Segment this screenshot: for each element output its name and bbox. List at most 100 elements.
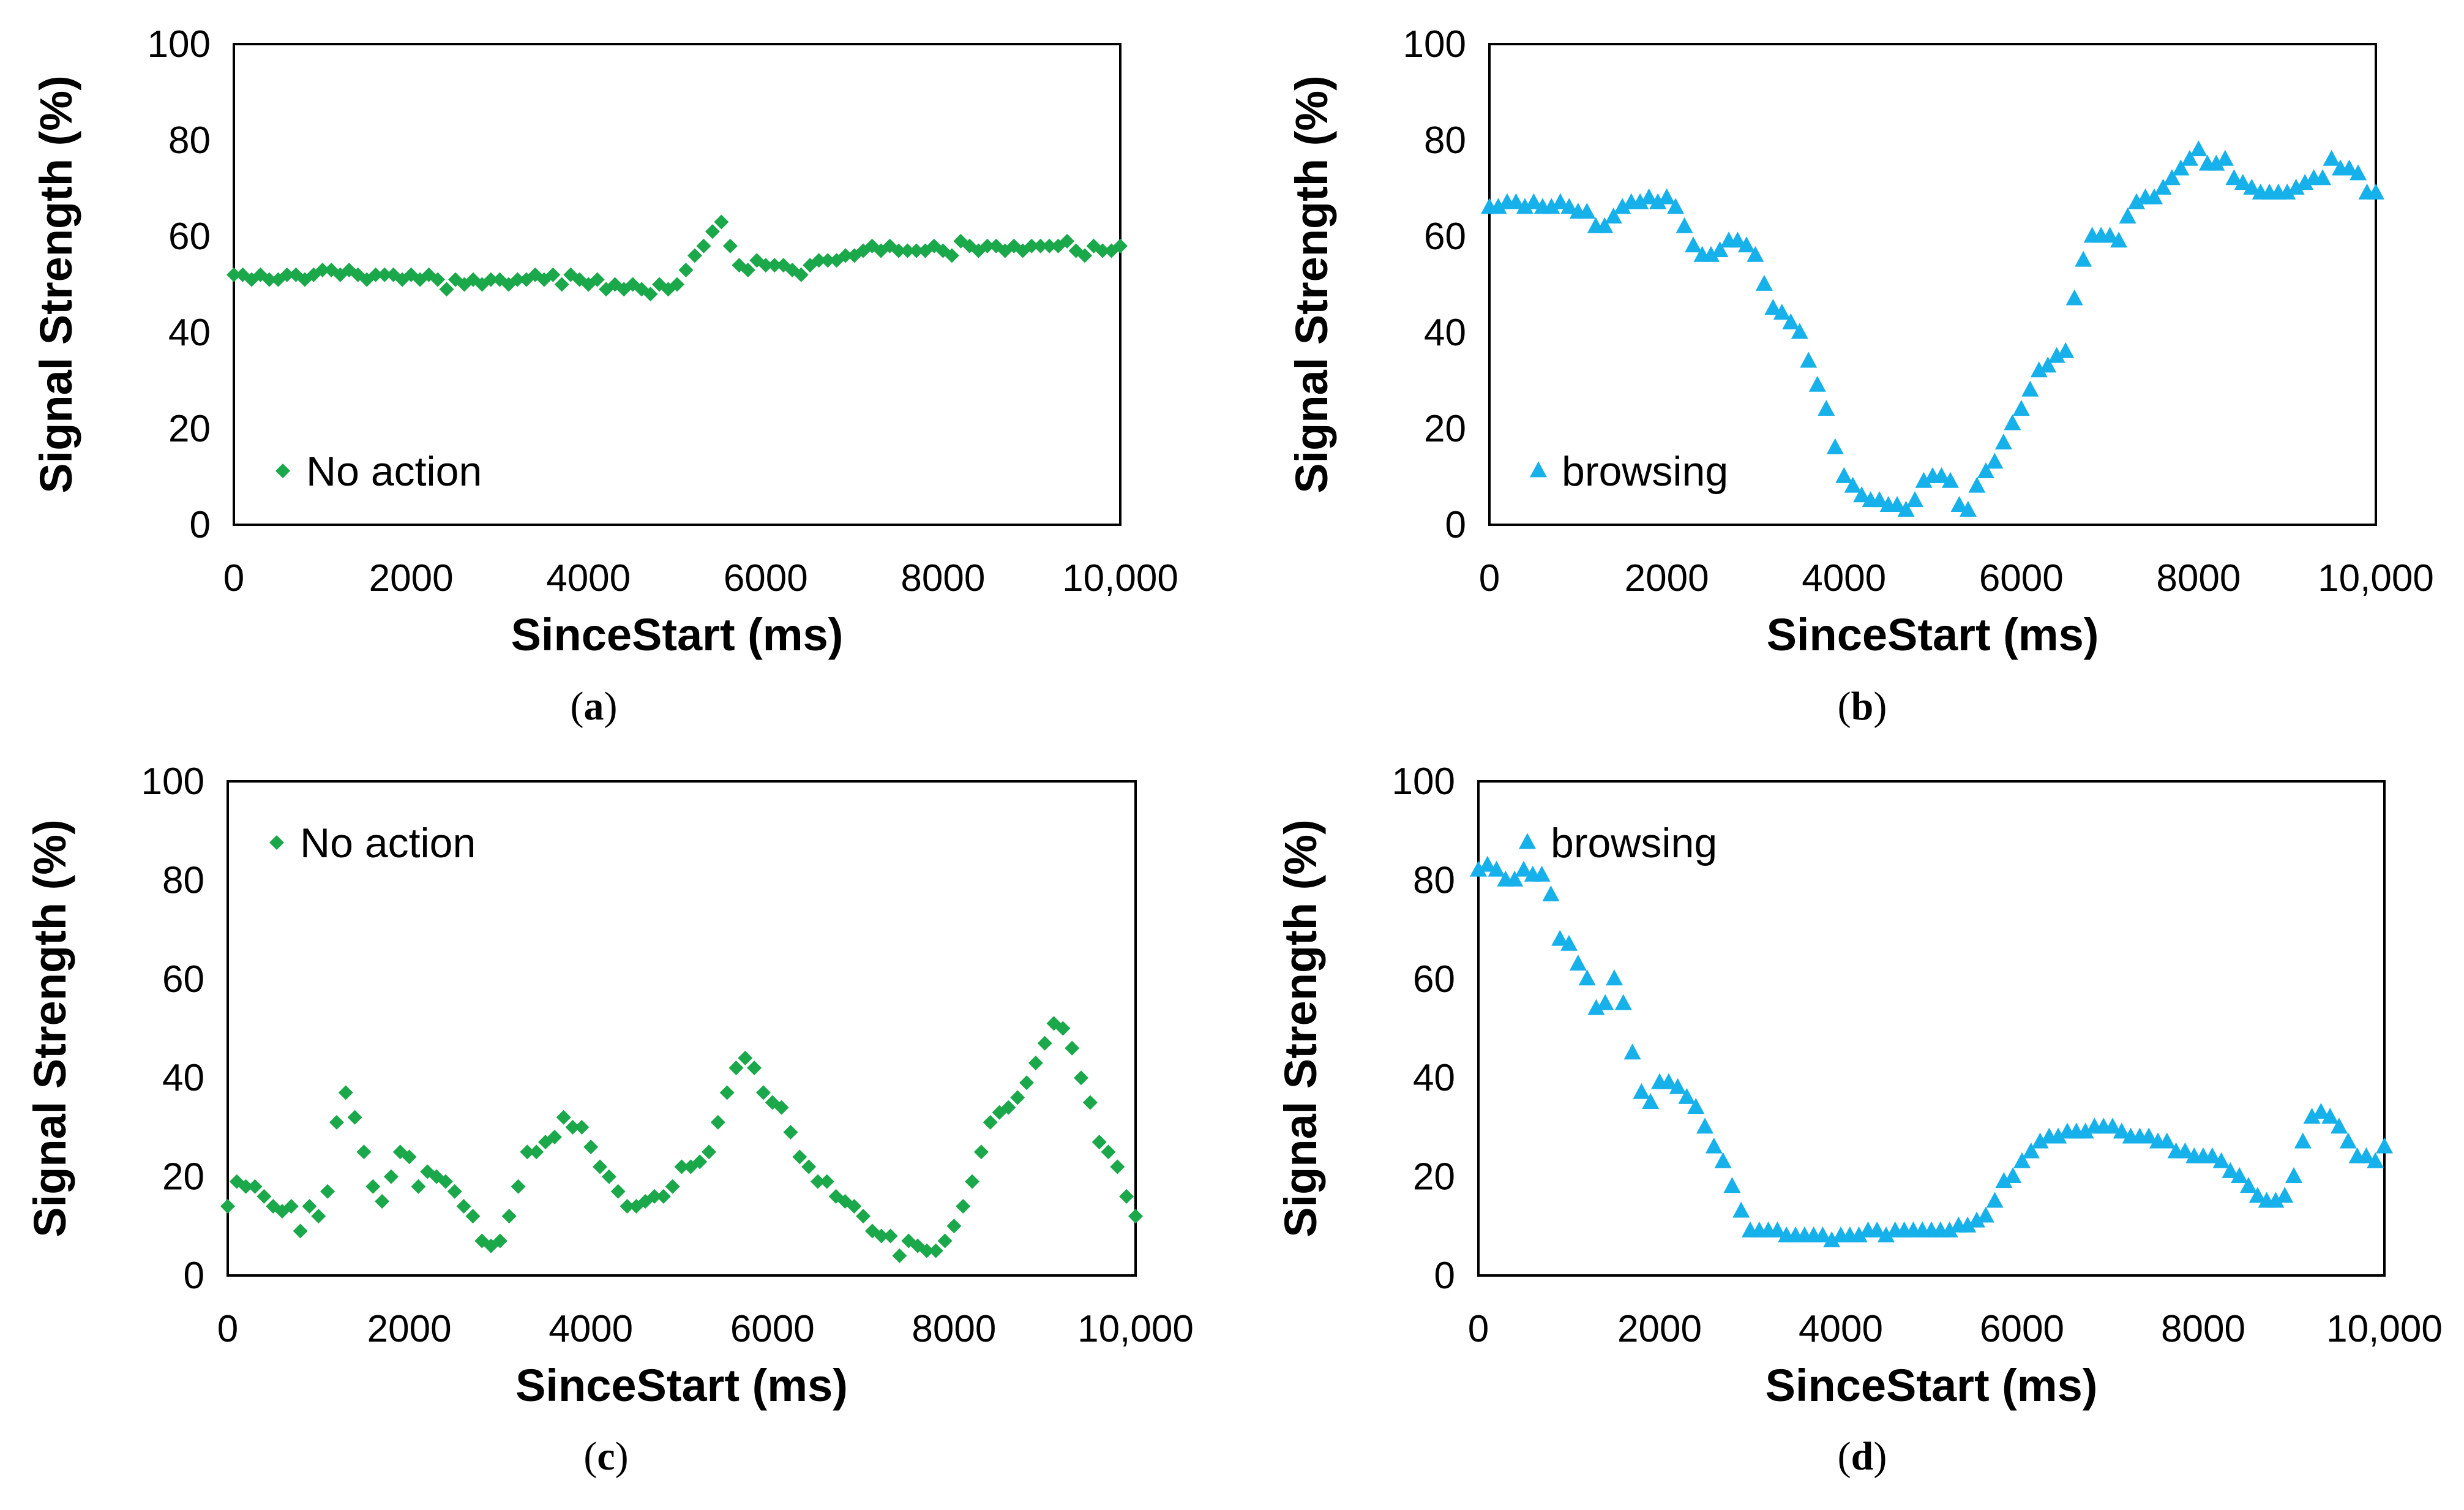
data-point	[2004, 1167, 2022, 1183]
data-point	[492, 1233, 507, 1249]
y-tick-label: 100	[148, 23, 211, 66]
data-point	[946, 1219, 962, 1234]
data-point	[2021, 380, 2039, 397]
data-point	[311, 1209, 326, 1224]
x-tick-label: 2000	[369, 557, 454, 599]
data-point	[1065, 1040, 1080, 1056]
x-tick-label: 6000	[730, 1308, 815, 1350]
data-point	[767, 258, 782, 273]
data-point	[2012, 400, 2030, 416]
legend-label: browsing	[1562, 448, 1728, 495]
data-point	[1060, 233, 1075, 249]
data-point	[1642, 1092, 1660, 1109]
plot-frame	[1477, 780, 2386, 1277]
panel-c: 0 20 40 60 80 100 0 2000 4000 6000 8000 10,000 Since…	[24, 761, 1194, 1479]
data-point	[783, 1124, 798, 1140]
data-point	[656, 1189, 671, 1204]
data-point	[411, 1179, 426, 1194]
x-tick-label: 8000	[2161, 1308, 2245, 1350]
data-point	[1782, 313, 1800, 329]
data-point	[1605, 208, 1622, 223]
data-point	[2163, 169, 2181, 186]
data-point	[687, 248, 702, 263]
data-point	[2331, 1117, 2348, 1134]
data-point	[1950, 496, 1968, 512]
data-series	[227, 214, 1128, 302]
data-point	[728, 1061, 744, 1076]
y-tick-label: 0	[1445, 504, 1466, 546]
data-point	[2321, 1108, 2339, 1124]
y-tick-label: 100	[1403, 23, 1466, 66]
data-point	[1906, 491, 1924, 508]
data-point	[2357, 1147, 2375, 1163]
x-tick-label: 4000	[1799, 1308, 1883, 1350]
panel-label-letter: c	[597, 1434, 615, 1479]
data-point	[2030, 361, 2048, 378]
panel-label-open: (	[583, 1434, 597, 1479]
data-point	[2367, 183, 2384, 200]
data-point	[2203, 1147, 2221, 1163]
data-point	[1077, 248, 1093, 263]
legend-marker	[275, 464, 290, 478]
data-point	[674, 1159, 689, 1174]
data-point	[1702, 246, 1720, 262]
y-tick-label: 100	[1392, 761, 1455, 803]
data-point	[2212, 1152, 2230, 1168]
data-point	[973, 1144, 989, 1160]
data-series	[220, 1016, 1143, 1263]
data-point	[983, 1114, 998, 1130]
data-point	[692, 1154, 708, 1170]
data-point	[2294, 1132, 2312, 1149]
data-point	[2234, 174, 2252, 190]
data-point	[383, 1169, 399, 1184]
data-point	[1506, 870, 1524, 887]
data-point	[1871, 491, 1889, 508]
data-point	[1889, 496, 1906, 512]
panel-label-open: (	[571, 684, 584, 729]
data-point	[919, 1243, 934, 1258]
panel-label-open: (	[1838, 1434, 1851, 1479]
x-tick-label: 8000	[912, 1308, 996, 1350]
data-point	[801, 1159, 817, 1174]
x-axis-title: SinceStart (ms)	[511, 609, 844, 660]
data-point	[2050, 1127, 2067, 1144]
data-point	[1732, 1201, 1750, 1218]
data-point	[1640, 188, 1658, 205]
data-point	[937, 1233, 953, 1249]
data-point	[1723, 1177, 1741, 1193]
data-point	[375, 1193, 390, 1209]
data-point	[1516, 198, 1533, 214]
data-point	[220, 1199, 235, 1214]
data-point	[1977, 1206, 1994, 1223]
data-point	[2225, 169, 2243, 186]
data-point	[643, 287, 658, 302]
x-axis-title: SinceStart (ms)	[1767, 609, 2099, 660]
data-point	[2154, 178, 2172, 195]
legend-label: No action	[306, 448, 482, 495]
data-series	[1470, 855, 2393, 1247]
data-point	[593, 1159, 608, 1174]
data-point	[1959, 500, 1977, 517]
data-point	[1019, 1075, 1035, 1091]
data-point	[2031, 1132, 2049, 1149]
data-point	[556, 1110, 571, 1125]
x-tick-label: 6000	[1980, 1308, 2064, 1350]
x-tick-label: 8000	[2156, 557, 2241, 599]
data-point	[2231, 1167, 2249, 1183]
data-point	[2303, 1108, 2321, 1124]
data-point	[438, 1174, 453, 1189]
data-point	[1488, 860, 1505, 877]
data-point	[1119, 1189, 1134, 1204]
data-point	[283, 1199, 299, 1214]
data-point	[838, 248, 853, 263]
data-point	[1515, 860, 1532, 877]
data-point	[714, 214, 729, 230]
data-point	[1853, 486, 1871, 503]
y-tick-label: 20	[162, 1156, 204, 1198]
x-tick-label: 6000	[1979, 557, 2064, 599]
data-point	[819, 1174, 834, 1189]
data-point	[1551, 193, 1569, 209]
data-point	[1986, 453, 2004, 469]
y-tick-label: 20	[168, 408, 211, 450]
